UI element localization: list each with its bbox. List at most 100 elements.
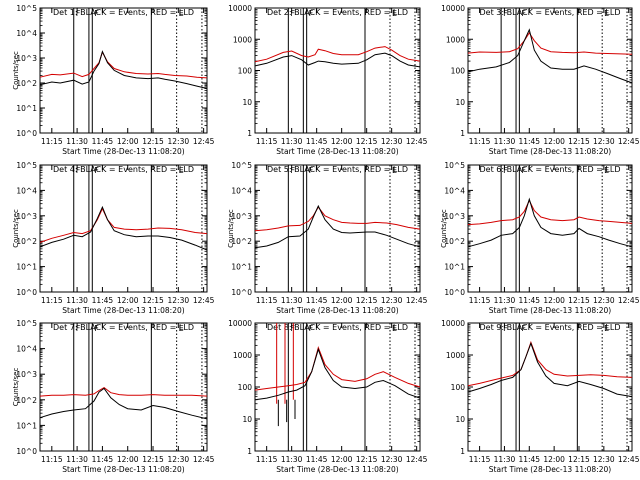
x-tick-label: 11:15 (469, 455, 491, 464)
marker-label: E (392, 324, 397, 333)
x-tick-label: 11:45 (92, 137, 114, 146)
plot-frame (467, 7, 633, 134)
x-tick-label: 11:15 (256, 455, 278, 464)
y-tick-label: 10^3 (16, 370, 37, 379)
x-tick-label: 11:15 (469, 137, 491, 146)
plot-frame (39, 7, 208, 134)
y-tick-label: 1 (460, 447, 465, 456)
x-tick-label: 12:15 (142, 137, 164, 146)
x-tick-label: 11:45 (518, 455, 540, 464)
y-tick-label: 10^5 (16, 161, 37, 170)
x-tick-label: 11:30 (66, 455, 88, 464)
event-rate-line (39, 205, 208, 251)
y-tick-label: 10000 (441, 4, 465, 13)
event-rate-line (467, 197, 633, 248)
y-axis-label: Counts/sec (12, 368, 20, 407)
y-tick-label: 10^2 (444, 237, 465, 246)
chart-title: Det 1: BLACK = Events, RED = LLD (53, 8, 194, 17)
lld-rate-line (254, 206, 421, 232)
plot-frame (254, 164, 421, 293)
x-tick-label: 12:15 (356, 137, 378, 146)
x-tick-label: 12:15 (356, 296, 378, 305)
chart-title: Det 6: BLACK = Events, RED = LLD (480, 165, 621, 174)
lld-rate-line (39, 207, 208, 243)
event-rate-line (254, 52, 421, 68)
plot-frame (467, 164, 633, 293)
y-tick-label: 10 (242, 98, 252, 107)
x-tick-label: 11:45 (306, 137, 328, 146)
y-axis-label: Counts/sec (440, 209, 448, 248)
lld-rate-line (467, 340, 633, 387)
marker-label: F (503, 9, 508, 18)
y-tick-label: 10^0 (444, 288, 465, 297)
event-rate-line (254, 347, 421, 401)
x-tick-label: 12:30 (593, 137, 615, 146)
y-tick-label: 10 (455, 415, 465, 424)
x-tick-label: 12:30 (593, 455, 615, 464)
x-tick-label: 12:45 (193, 137, 215, 146)
y-tick-label: 10^3 (231, 212, 252, 221)
y-tick-label: 10^1 (16, 263, 37, 272)
y-tick-label: 10^4 (444, 186, 465, 195)
plot-frame (467, 322, 633, 452)
y-tick-label: 10000 (228, 319, 252, 328)
marker-label: F (290, 9, 295, 18)
x-tick-label: 12:45 (406, 455, 428, 464)
marker-label: E (179, 166, 184, 175)
chart-panel-5: Det 5: BLACK = Events, RED = LLD 10^0 10^1… (227, 161, 428, 315)
y-tick-label: 10^1 (231, 263, 252, 272)
marker-label: E (392, 166, 397, 175)
marker-label: F (94, 324, 99, 333)
x-tick-label: 12:30 (593, 296, 615, 305)
marker-label: F (94, 9, 99, 18)
chart-panel-6: Det 6: BLACK = Events, RED = LLD 10^0 10^1… (440, 161, 640, 315)
x-tick-label: 12:00 (331, 455, 353, 464)
marker-label: F (76, 324, 81, 333)
marker-label: E (179, 324, 184, 333)
lld-rate-line (39, 50, 208, 79)
x-tick-label: 11:30 (494, 455, 516, 464)
y-tick-label: 10^0 (16, 129, 37, 138)
y-tick-label: 10^5 (16, 4, 37, 13)
chart-title: Det 4: BLACK = Events, RED = LLD (53, 165, 194, 174)
chart-panel-9: Det 9: BLACK = Events, RED = LLD 1 10 100 10… (441, 319, 640, 474)
x-tick-label: 12:00 (331, 296, 353, 305)
y-tick-label: 1000 (446, 35, 465, 44)
x-tick-label: 12:15 (356, 455, 378, 464)
x-tick-label: 11:15 (469, 296, 491, 305)
y-tick-label: 10^0 (16, 288, 37, 297)
x-tick-label: 12:45 (406, 137, 428, 146)
y-tick-label: 10^0 (16, 447, 37, 456)
chart-panel-4: Det 4: BLACK = Events, RED = LLD 10^0 10^1… (12, 161, 215, 315)
y-tick-label: 10^2 (231, 237, 252, 246)
x-tick-label: 12:45 (618, 137, 640, 146)
lld-rate-line (467, 31, 633, 55)
lld-rate-line (254, 346, 421, 391)
marker-label: F (521, 166, 526, 175)
marker-label: F (521, 9, 526, 18)
y-tick-label: 10^2 (16, 237, 37, 246)
y-tick-label: 10^4 (16, 345, 37, 354)
chart-title: Det 9: BLACK = Events, RED = LLD (480, 323, 621, 332)
y-tick-label: 1 (247, 129, 252, 138)
x-tick-label: 12:30 (381, 296, 403, 305)
x-tick-label: 12:45 (193, 455, 215, 464)
marker-label: F (521, 324, 526, 333)
event-rate-line (39, 50, 208, 89)
y-tick-label: 10 (242, 415, 252, 424)
lld-rate-line (467, 199, 633, 226)
x-tick-label: 11:45 (92, 455, 114, 464)
chart-title: Det 3: BLACK = Events, RED = LLD (480, 8, 621, 17)
x-tick-label: 12:30 (381, 137, 403, 146)
y-tick-label: 100 (451, 67, 466, 76)
event-rate-line (467, 341, 633, 398)
chart-title: Det 2: BLACK = Events, RED = LLD (267, 8, 408, 17)
y-tick-label: 1000 (233, 35, 252, 44)
x-tick-label: 11:45 (518, 296, 540, 305)
event-rate-line (39, 387, 208, 420)
x-tick-label: 11:15 (256, 137, 278, 146)
marker-label: E (604, 9, 609, 18)
x-tick-label: 11:45 (306, 296, 328, 305)
y-tick-label: 1000 (446, 351, 465, 360)
lld-rate-line (39, 387, 208, 397)
